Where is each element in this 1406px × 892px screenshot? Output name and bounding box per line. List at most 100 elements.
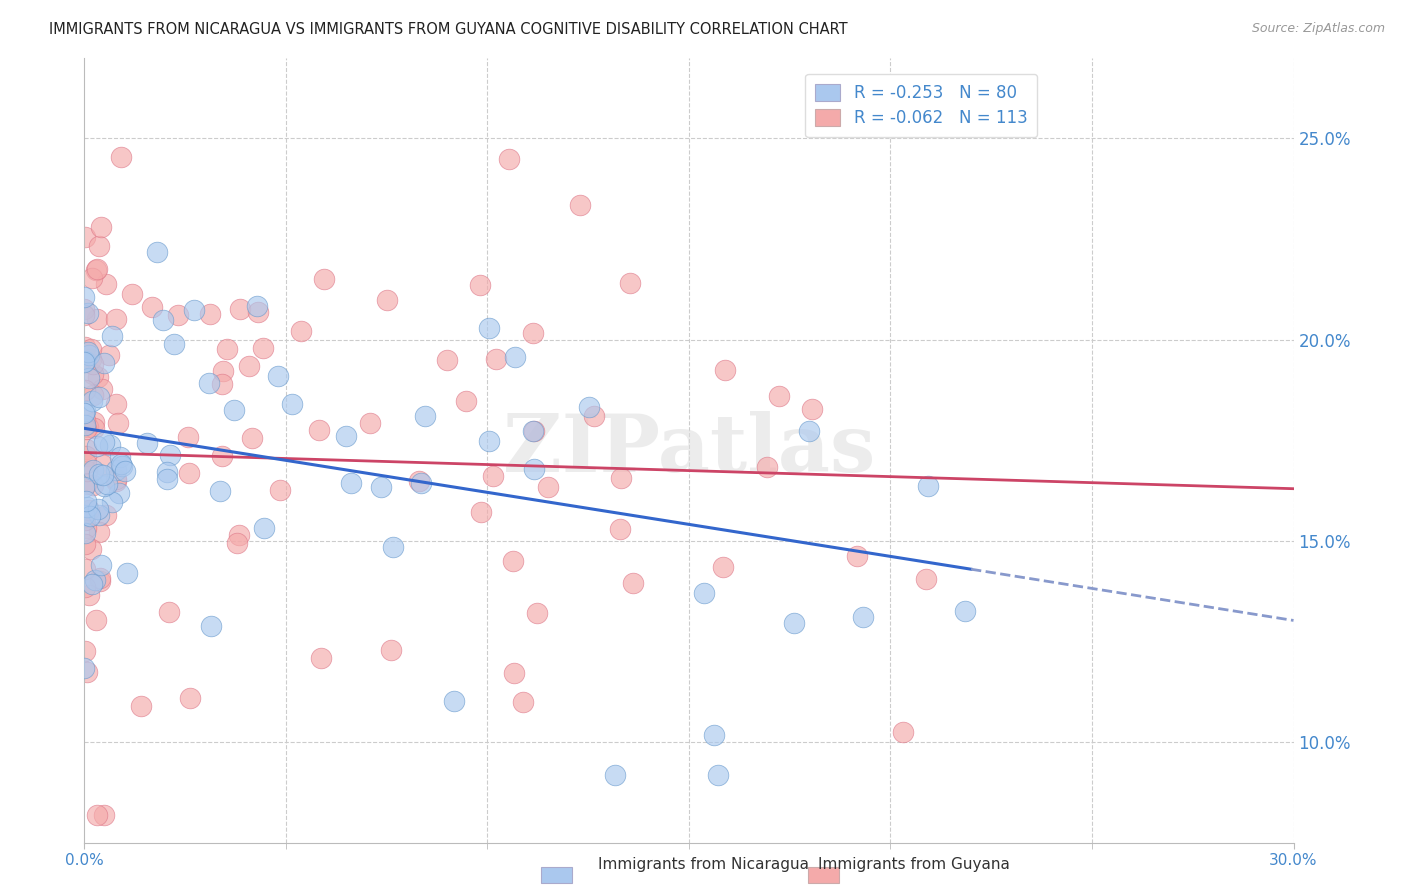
Point (75, 442, 97, 457)
Point (77, 345, 100, 359)
Point (110, 450, 132, 464)
Point (208, 483, 231, 498)
Point (82, 477, 104, 491)
Point (98, 438, 121, 452)
Point (90, 219, 112, 234)
Point (706, 767, 728, 781)
Point (253, 521, 276, 535)
Point (522, 425, 544, 439)
Point (93, 468, 115, 483)
Point (783, 616, 806, 631)
Point (179, 690, 201, 705)
Point (86, 613, 108, 627)
Point (83, 420, 105, 434)
Point (93, 434, 115, 449)
Point (89, 574, 111, 589)
Point (503, 665, 526, 680)
Point (96, 477, 118, 491)
Point (104, 472, 127, 486)
Point (891, 724, 914, 739)
Point (526, 607, 548, 621)
Point (443, 694, 465, 708)
Point (75, 520, 97, 534)
Point (502, 554, 524, 568)
Point (80, 577, 103, 591)
Point (846, 549, 869, 563)
Point (413, 409, 436, 423)
Point (75, 230, 97, 244)
Point (693, 586, 716, 600)
Point (314, 272, 336, 286)
Point (79, 503, 101, 517)
Point (93, 807, 115, 822)
Point (503, 350, 526, 364)
Point (166, 308, 188, 322)
Point (73, 353, 96, 368)
Point (90, 558, 112, 572)
Point (224, 403, 246, 417)
Point (485, 352, 508, 367)
Point (73, 580, 96, 594)
Point (609, 522, 631, 536)
Point (578, 400, 600, 414)
Point (105, 463, 128, 477)
Point (252, 341, 274, 355)
Point (308, 423, 330, 437)
Point (86, 439, 108, 453)
Point (80, 542, 103, 557)
Point (75, 644, 97, 658)
Point (156, 472, 179, 486)
Point (714, 363, 737, 377)
Point (409, 475, 432, 490)
Point (79, 343, 101, 357)
Point (266, 369, 288, 384)
Point (77, 588, 100, 602)
Point (73, 383, 96, 397)
Point (104, 312, 127, 326)
Point (77, 348, 100, 362)
Point (73, 537, 96, 551)
Point (87, 502, 110, 516)
Point (73, 510, 96, 524)
Point (582, 409, 605, 423)
Point (108, 486, 131, 500)
Point (73, 525, 96, 540)
Point (87, 239, 110, 253)
Point (73, 308, 96, 322)
Point (84, 574, 107, 588)
Point (146, 245, 169, 260)
Point (240, 431, 263, 445)
Point (238, 359, 260, 373)
Point (703, 728, 725, 742)
Point (115, 566, 138, 581)
Point (136, 436, 159, 450)
Text: Immigrants from Nicaragua: Immigrants from Nicaragua (598, 857, 808, 872)
Point (375, 293, 398, 307)
Point (91, 458, 114, 472)
Point (97, 348, 120, 362)
Point (768, 389, 790, 403)
Point (110, 457, 132, 471)
Point (82, 367, 104, 381)
Point (537, 480, 560, 494)
Point (755, 460, 778, 475)
Point (340, 475, 363, 490)
Point (76, 665, 98, 679)
Point (200, 619, 222, 633)
Point (470, 277, 492, 292)
Text: ZIPatlas: ZIPatlas (503, 411, 875, 490)
Point (917, 479, 939, 493)
Point (141, 300, 163, 314)
Point (382, 540, 405, 554)
Point (211, 450, 233, 464)
Point (75, 413, 97, 427)
Point (93, 479, 115, 493)
Point (75, 494, 97, 508)
Point (82, 388, 104, 402)
Point (408, 474, 430, 488)
Point (183, 303, 205, 318)
Point (105, 475, 128, 489)
Point (522, 326, 544, 341)
Point (86, 312, 108, 326)
Point (76, 420, 98, 434)
